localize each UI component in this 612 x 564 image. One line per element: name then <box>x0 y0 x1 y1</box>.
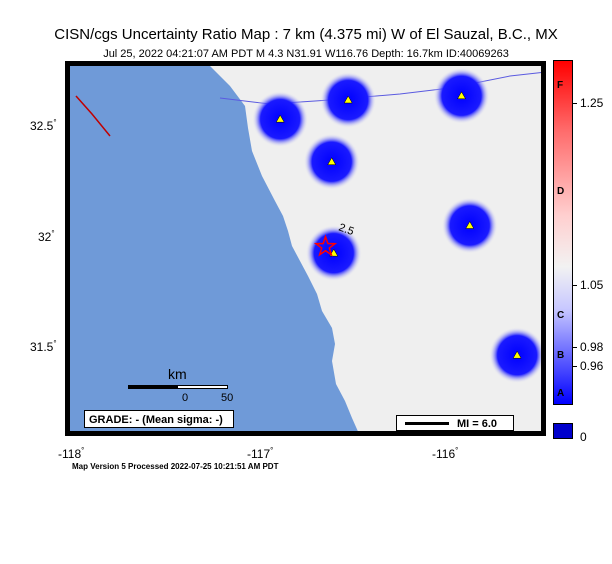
map-area[interactable]: 2.5 <box>70 66 546 436</box>
colorbar-value-0-96: 0.96 <box>580 359 604 373</box>
mi-legend: MI = 6.0 <box>396 415 514 431</box>
colorbar-tick <box>572 285 577 286</box>
fault-line <box>75 95 111 137</box>
grade-legend: GRADE: - (Mean sigma: -) <box>84 410 234 428</box>
station-marker[interactable] <box>457 91 466 100</box>
station-marker[interactable] <box>512 350 522 359</box>
grade-letter-f: F <box>557 80 564 91</box>
lat-tick-32: 32° <box>38 229 55 244</box>
colorbar-tick <box>572 103 577 104</box>
lat-tick-32-5: 32.5° <box>30 118 57 133</box>
colorbar-value-0: 0 <box>580 430 587 444</box>
grade-letter-a: A <box>557 388 565 399</box>
station-marker[interactable] <box>465 220 475 229</box>
scalebar-start: 0 <box>182 392 189 404</box>
grade-letter-d: D <box>557 186 565 197</box>
colorbar-value-1-05: 1.05 <box>580 278 604 292</box>
colorbar <box>553 60 573 405</box>
colorbar-tick <box>572 347 577 348</box>
colorbar-value-0-98: 0.98 <box>580 340 604 354</box>
station-marker[interactable] <box>343 95 353 104</box>
ocean <box>70 66 360 436</box>
station-marker[interactable] <box>275 114 285 123</box>
map-canvas: 2.5 <box>70 66 546 436</box>
scalebar-end: 50 <box>221 392 234 404</box>
station-marker[interactable] <box>327 157 337 165</box>
mi-legend-bar <box>405 422 449 425</box>
contour-label: 2.5 <box>337 222 355 239</box>
map-title: CISN/cgs Uncertainty Ratio Map : 7 km (4… <box>54 26 558 43</box>
map-footer: Map Version 5 Processed 2022-07-25 10:21… <box>72 462 279 471</box>
lon-tick-116: -116° <box>432 446 459 461</box>
grade-letter-c: C <box>557 310 565 321</box>
mi-legend-label: MI = 6.0 <box>457 418 498 430</box>
colorbar-value-1-25: 1.25 <box>580 96 604 110</box>
lon-tick-117: -117° <box>247 446 274 461</box>
colorbar-tick <box>572 366 577 367</box>
scalebar-unit: km <box>168 366 187 382</box>
epicenter-star[interactable] <box>313 234 338 257</box>
lon-tick-118: -118° <box>58 446 85 461</box>
lat-tick-31-5: 31.5° <box>30 339 57 354</box>
map-subtitle: Jul 25, 2022 04:21:07 AM PDT M 4.3 N31.9… <box>103 48 509 60</box>
colorbar-zero-swatch <box>553 423 573 439</box>
scalebar <box>128 385 228 389</box>
grade-letter-b: B <box>557 350 565 361</box>
